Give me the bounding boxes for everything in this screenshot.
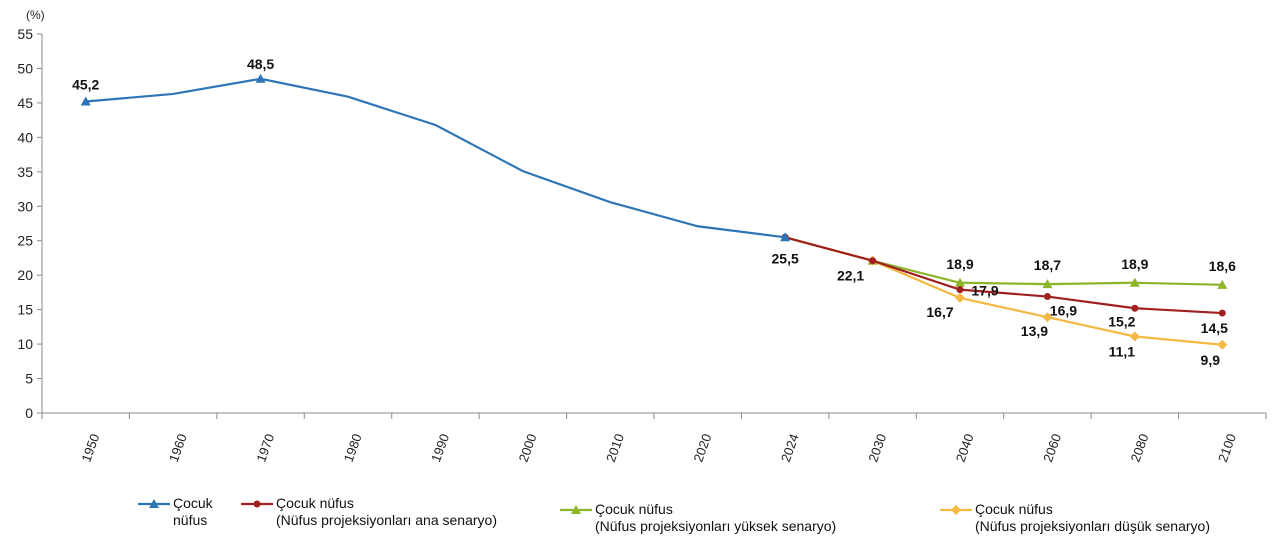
data-label: 15,2 bbox=[1108, 313, 1135, 329]
legend-label: (Nüfus projeksiyonları düşük senaryo) bbox=[975, 518, 1210, 534]
data-label: 16,9 bbox=[1050, 303, 1077, 319]
data-point-marker bbox=[1043, 293, 1051, 301]
y-tick-label: 45 bbox=[17, 95, 33, 111]
data-label: 11,1 bbox=[1109, 344, 1136, 360]
x-tick-label: 2024 bbox=[778, 432, 802, 464]
x-tick-label: 1980 bbox=[341, 432, 365, 464]
x-tick-label: 2040 bbox=[953, 432, 977, 464]
data-point-marker bbox=[253, 500, 261, 508]
y-tick-label: 30 bbox=[17, 198, 33, 214]
data-point-marker bbox=[571, 505, 581, 514]
data-point-marker bbox=[869, 257, 877, 265]
legend-label: Çocuk nüfus bbox=[975, 501, 1053, 517]
data-label: 18,7 bbox=[1034, 257, 1061, 273]
y-axis-unit-label: (%) bbox=[26, 8, 45, 22]
data-point-marker bbox=[1042, 312, 1053, 323]
data-point-marker bbox=[1131, 304, 1139, 312]
legend-label: (Nüfus projeksiyonları yüksek senaryo) bbox=[595, 518, 836, 534]
x-tick-label: 1990 bbox=[428, 432, 452, 464]
data-label: 14,5 bbox=[1201, 320, 1228, 336]
y-tick-label: 10 bbox=[17, 336, 33, 352]
data-label: 9,9 bbox=[1201, 352, 1221, 368]
x-tick-label: 2010 bbox=[603, 432, 627, 464]
data-label: 18,9 bbox=[946, 256, 973, 272]
data-point-marker bbox=[1217, 279, 1228, 289]
x-tick-label: 1970 bbox=[253, 432, 277, 464]
series-line bbox=[784, 236, 1223, 346]
series-line bbox=[85, 77, 786, 239]
data-label: 48,5 bbox=[247, 56, 274, 72]
data-point-marker bbox=[955, 277, 965, 287]
x-tick-label: 2100 bbox=[1215, 432, 1239, 464]
legend-label: Çocuk nüfus bbox=[595, 501, 673, 517]
x-tick-label: 2020 bbox=[690, 432, 714, 464]
y-tick-label: 15 bbox=[17, 302, 33, 318]
data-point-marker bbox=[780, 232, 791, 242]
data-point-marker bbox=[1129, 331, 1140, 342]
x-tick-label: 2000 bbox=[516, 432, 540, 464]
data-point-marker bbox=[1218, 309, 1226, 317]
legend-label: (Nüfus projeksiyonları ana senaryo) bbox=[276, 512, 497, 528]
series-line bbox=[784, 236, 1223, 315]
data-label: 45,2 bbox=[72, 77, 99, 93]
legend-item: Çocuk nüfus(Nüfus projeksiyonları yüksek… bbox=[560, 501, 836, 534]
data-point-marker bbox=[1129, 277, 1140, 287]
legend-label: Çocuk bbox=[173, 495, 214, 511]
x-tick-label: 2030 bbox=[865, 432, 889, 464]
data-point-marker bbox=[956, 286, 964, 294]
data-label: 22,1 bbox=[837, 268, 864, 284]
data-point-marker bbox=[1042, 279, 1053, 289]
y-tick-label: 40 bbox=[17, 129, 33, 145]
data-label: 18,6 bbox=[1209, 258, 1236, 274]
data-point-marker bbox=[1217, 339, 1228, 350]
legend-label: nüfus bbox=[173, 512, 207, 528]
data-label: 18,9 bbox=[1121, 256, 1148, 272]
data-label: 17,9 bbox=[971, 283, 998, 299]
legend-item: Çocuk nüfus(Nüfus projeksiyonları düşük … bbox=[940, 501, 1210, 534]
y-tick-label: 35 bbox=[17, 164, 33, 180]
x-tick-label: 2080 bbox=[1128, 432, 1152, 464]
data-point-marker bbox=[951, 505, 961, 515]
y-tick-label: 20 bbox=[17, 267, 33, 283]
legend-label: Çocuk nüfus bbox=[276, 495, 354, 511]
y-tick-label: 55 bbox=[17, 26, 33, 42]
y-tick-label: 5 bbox=[25, 371, 33, 387]
y-tick-label: 25 bbox=[17, 233, 33, 249]
x-tick-label: 1950 bbox=[78, 432, 102, 464]
data-label: 25,5 bbox=[772, 250, 799, 266]
x-tick-label: 2060 bbox=[1040, 432, 1064, 464]
data-label: 13,9 bbox=[1021, 323, 1048, 339]
y-tick-label: 0 bbox=[25, 405, 33, 421]
legend-item: Çocuk nüfus(Nüfus projeksiyonları ana se… bbox=[241, 495, 497, 528]
y-tick-label: 50 bbox=[17, 60, 33, 76]
x-tick-label: 1960 bbox=[166, 432, 190, 464]
data-point-marker bbox=[255, 73, 266, 83]
data-point-marker bbox=[149, 499, 159, 508]
data-point-marker bbox=[80, 96, 91, 106]
data-label: 16,7 bbox=[926, 304, 953, 320]
data-point-marker bbox=[955, 292, 965, 303]
